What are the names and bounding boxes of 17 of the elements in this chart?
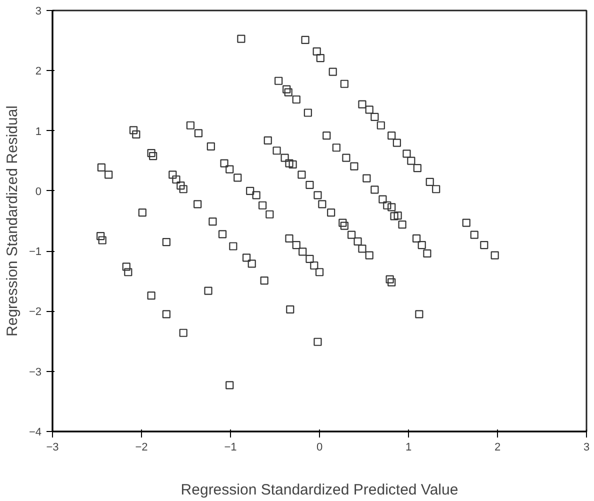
x-tick-label: −2 bbox=[135, 442, 148, 454]
y-tick-label: −3 bbox=[28, 366, 42, 378]
x-tick-label: −1 bbox=[224, 442, 237, 454]
x-tick-label: −3 bbox=[46, 442, 59, 454]
x-axis-title: Regression Standardized Predicted Value bbox=[180, 482, 458, 498]
y-tick-label: −4 bbox=[28, 426, 42, 438]
x-tick-label: 3 bbox=[583, 442, 590, 454]
y-tick-label: −2 bbox=[28, 306, 42, 318]
x-tick-label: 0 bbox=[316, 442, 323, 454]
y-tick-label: 0 bbox=[35, 186, 42, 198]
y-tick-label: 1 bbox=[35, 126, 42, 138]
y-tick-label: 3 bbox=[35, 6, 42, 18]
x-tick-label: 1 bbox=[405, 442, 412, 454]
x-tick-label: 2 bbox=[494, 442, 501, 454]
y-tick-label: 2 bbox=[35, 66, 42, 78]
y-axis-title: Regression Standardized Residual bbox=[4, 106, 21, 336]
y-tick-label: −1 bbox=[28, 246, 42, 258]
